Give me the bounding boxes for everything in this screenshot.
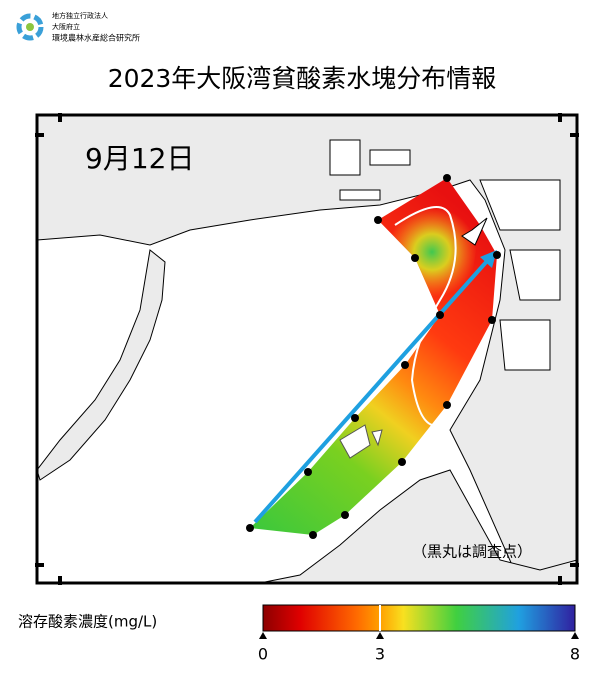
logo (16, 13, 44, 41)
frame-ticks (35, 113, 579, 585)
arrow-head (480, 250, 497, 268)
survey-points (246, 174, 501, 539)
colorbar-tick-marker (571, 632, 579, 639)
org-line: 地方独立行政法人 (52, 11, 108, 20)
land-south (37, 469, 577, 583)
map-note: （黒丸は調査点） (412, 543, 532, 561)
colorbar-tick-label: 3 (375, 645, 385, 664)
title: 2023年大阪湾貧酸素水塊分布情報 (108, 64, 497, 93)
pier (461, 217, 488, 246)
colorbar-tick-marker (376, 632, 384, 639)
colorbar-tick-label: 8 (570, 645, 580, 664)
oxygen-field-core (378, 178, 480, 315)
transect-arrow (253, 258, 490, 524)
contour-3 (394, 206, 457, 426)
colorbar-tick-marker (259, 632, 267, 639)
port-structures (329, 139, 561, 371)
survey-date: 9月12日 (85, 142, 194, 175)
colorbar-label: 溶存酸素濃度(mg/L) (18, 613, 157, 631)
colorbar (262, 604, 576, 632)
org-line: 環境農林水産総合研究所 (52, 33, 140, 43)
org-line: 大阪府立 (52, 22, 80, 31)
awaji-island (37, 249, 166, 481)
map-frame (35, 113, 579, 585)
map (37, 115, 577, 583)
colorbar-tick-label: 0 (258, 645, 268, 664)
island (339, 424, 383, 459)
colorbar-ticks: 0 3 8 (258, 605, 580, 664)
